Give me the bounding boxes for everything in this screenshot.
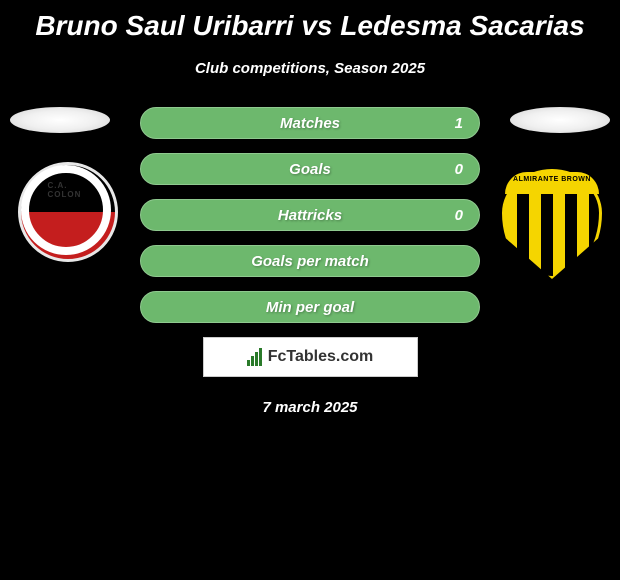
date-label: 7 march 2025 [0,399,620,416]
stat-row-matches: Matches 1 [140,107,480,139]
stat-label: Goals [289,161,331,178]
colon-badge: C.A. COLON [18,162,118,262]
team-badge-right: ALMIRANTE BROWN [502,169,602,269]
fctables-logo: FcTables.com [247,348,374,366]
player-left-marker [10,107,110,133]
player-right-ellipse [510,107,610,133]
colon-text: C.A. COLON [48,181,85,199]
stats-container: Matches 1 Goals 0 Hattricks 0 Goals per … [140,107,480,323]
logo-box: FcTables.com [203,337,418,377]
chart-icon [247,348,262,366]
player-left-ellipse [10,107,110,133]
stat-label: Goals per match [251,253,369,270]
stat-value: 0 [455,207,463,224]
stat-label: Matches [280,115,340,132]
stat-value: 1 [455,115,463,132]
subtitle: Club competitions, Season 2025 [0,60,620,77]
stat-row-hattricks: Hattricks 0 [140,199,480,231]
stat-row-goals: Goals 0 [140,153,480,185]
colon-ring: C.A. COLON [21,165,111,255]
stat-row-mpg: Min per goal [140,291,480,323]
content-area: C.A. COLON ALMIRANTE BROWN Matches 1 Goa… [0,107,620,416]
stat-label: Min per goal [266,299,354,316]
almirante-shield: ALMIRANTE BROWN [502,169,602,279]
stat-label: Hattricks [278,207,342,224]
player-right-marker [510,107,610,133]
stat-row-gpm: Goals per match [140,245,480,277]
almirante-top-band: ALMIRANTE BROWN [505,172,599,194]
page-title: Bruno Saul Uribarri vs Ledesma Sacarias [0,0,620,42]
almirante-badge: ALMIRANTE BROWN [502,169,602,279]
logo-label: FcTables.com [268,348,374,366]
team-badge-left: C.A. COLON [18,162,118,262]
stat-value: 0 [455,161,463,178]
